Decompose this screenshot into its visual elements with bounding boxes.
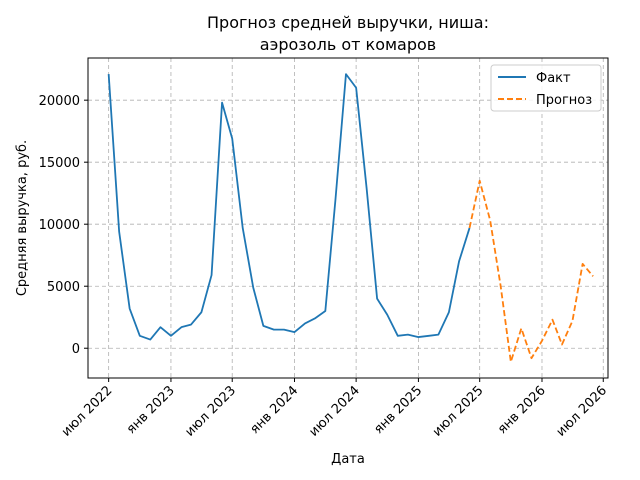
y-axis: 0 5000 10000 15000 20000 <box>39 94 88 357</box>
legend-label-forecast: Прогноз <box>536 93 592 108</box>
x-axis-label: Дата <box>331 452 365 467</box>
y-axis-label: Средняя выручка, руб. <box>15 140 30 296</box>
y-tick-label: 5000 <box>47 280 80 295</box>
y-tick-label: 20000 <box>39 94 80 109</box>
plot-frame <box>87 57 609 379</box>
series-layer <box>107 73 594 363</box>
y-tick-label: 10000 <box>39 218 80 233</box>
series-line-forecast <box>468 179 594 363</box>
y-tick-label: 15000 <box>39 156 80 171</box>
legend: Факт Прогноз <box>490 64 602 112</box>
chart-title-line-1: Прогноз средней выручки, ниша: <box>207 13 489 32</box>
legend-label-fact: Факт <box>536 71 571 86</box>
chart-title-line-2: аэрозоль от комаров <box>260 35 436 54</box>
series-line-fact <box>107 73 471 341</box>
y-tick-label: 0 <box>72 342 80 357</box>
grid <box>88 58 608 378</box>
